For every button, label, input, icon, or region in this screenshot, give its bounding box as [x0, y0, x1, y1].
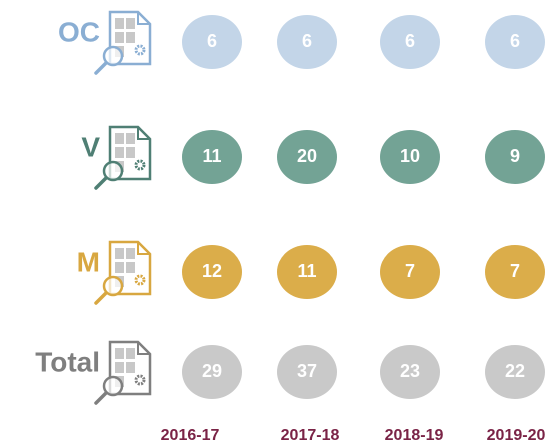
- magnifier-handle: [94, 176, 108, 190]
- value-label: 20: [297, 146, 317, 166]
- doc-block: [115, 262, 124, 273]
- value-circle: [277, 130, 337, 184]
- value-label: 11: [297, 261, 316, 281]
- row-label: V: [81, 131, 100, 162]
- value-circle: [380, 15, 440, 69]
- magnifier-lens: [102, 275, 124, 297]
- value-circle: [485, 345, 545, 399]
- doc-fold: [137, 342, 150, 355]
- doc-block: [115, 248, 124, 259]
- magnifier-lens: [102, 45, 124, 67]
- doc-block: [115, 147, 124, 158]
- value-label: 22: [505, 361, 525, 381]
- column-label: 2019-20: [487, 427, 546, 444]
- gear: [134, 159, 146, 171]
- gear: [134, 374, 146, 386]
- doc-block: [126, 262, 135, 273]
- column-label: 2018-19: [385, 427, 444, 444]
- column-label: 2016-17: [161, 427, 220, 444]
- doc-block: [126, 348, 135, 359]
- value-circle: [485, 130, 545, 184]
- doc-block: [126, 147, 135, 158]
- magnifier-lens: [102, 375, 124, 397]
- doc-block: [115, 32, 124, 43]
- row-label: OC: [58, 16, 100, 47]
- gear: [134, 274, 146, 286]
- value-circle: [182, 345, 242, 399]
- doc-block: [115, 362, 124, 373]
- value-circle: [485, 245, 545, 299]
- column-label: 2017-18: [281, 427, 340, 444]
- value-label: 9: [510, 146, 520, 166]
- value-label: 11: [202, 146, 221, 166]
- document-icon: [94, 10, 152, 75]
- value-label: 6: [405, 31, 415, 51]
- doc-fold: [137, 127, 150, 140]
- doc-fold: [137, 242, 150, 255]
- value-label: 6: [207, 31, 217, 51]
- doc-fold: [137, 12, 150, 25]
- value-label: 29: [202, 361, 222, 381]
- doc-block: [126, 248, 135, 259]
- row-label: Total: [35, 346, 100, 377]
- value-label: 23: [400, 361, 420, 381]
- value-circle: [485, 15, 545, 69]
- value-circle: [277, 345, 337, 399]
- document-icon: [94, 340, 152, 405]
- value-circle: [182, 15, 242, 69]
- value-circle: [380, 130, 440, 184]
- doc-block: [126, 362, 135, 373]
- magnifier-handle: [94, 61, 108, 75]
- value-circle: [182, 245, 242, 299]
- value-label: 12: [202, 261, 222, 281]
- value-circle: [182, 130, 242, 184]
- value-label: 10: [400, 146, 420, 166]
- value-circle: [277, 15, 337, 69]
- doc-block: [126, 32, 135, 43]
- doc-block: [126, 133, 135, 144]
- value-circle: [277, 245, 337, 299]
- magnifier-handle: [94, 291, 108, 305]
- magnifier-lens: [102, 160, 124, 182]
- document-icon: [94, 240, 152, 305]
- gear: [134, 44, 146, 56]
- doc-block: [115, 18, 124, 29]
- value-circle: [380, 245, 440, 299]
- value-label: 6: [302, 31, 312, 51]
- value-circle: [380, 345, 440, 399]
- value-label: 37: [297, 361, 317, 381]
- document-icon: [94, 125, 152, 190]
- value-label: 6: [510, 31, 520, 51]
- doc-block: [115, 133, 124, 144]
- doc-block: [126, 18, 135, 29]
- value-label: 7: [405, 261, 415, 281]
- doc-block: [115, 348, 124, 359]
- row-label: M: [77, 246, 100, 277]
- magnifier-handle: [94, 391, 108, 405]
- value-label: 7: [510, 261, 520, 281]
